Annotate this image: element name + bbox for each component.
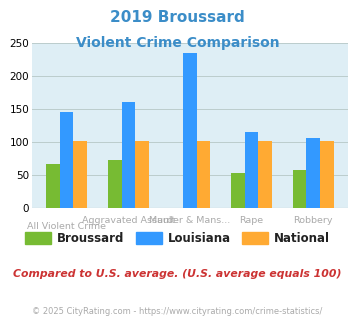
Text: Murder & Mans...: Murder & Mans...: [149, 216, 230, 225]
Bar: [293, 170, 306, 208]
Bar: [183, 53, 197, 208]
Text: Rape: Rape: [240, 216, 264, 225]
Bar: [258, 141, 272, 208]
Text: Violent Crime Comparison: Violent Crime Comparison: [76, 36, 279, 50]
Text: Aggravated Assault: Aggravated Assault: [82, 216, 175, 225]
Bar: [306, 138, 320, 208]
Bar: [60, 112, 73, 208]
Bar: [320, 141, 334, 208]
Bar: [231, 173, 245, 208]
Text: © 2025 CityRating.com - https://www.cityrating.com/crime-statistics/: © 2025 CityRating.com - https://www.city…: [32, 307, 323, 316]
Legend: Broussard, Louisiana, National: Broussard, Louisiana, National: [20, 227, 335, 249]
Text: 2019 Broussard: 2019 Broussard: [110, 10, 245, 25]
Bar: [46, 164, 60, 208]
Bar: [245, 132, 258, 208]
Text: Compared to U.S. average. (U.S. average equals 100): Compared to U.S. average. (U.S. average …: [13, 269, 342, 279]
Bar: [73, 141, 87, 208]
Text: All Violent Crime: All Violent Crime: [27, 222, 106, 231]
Text: Robbery: Robbery: [294, 216, 333, 225]
Bar: [135, 141, 149, 208]
Bar: [197, 141, 210, 208]
Bar: [121, 102, 135, 208]
Bar: [108, 160, 121, 208]
